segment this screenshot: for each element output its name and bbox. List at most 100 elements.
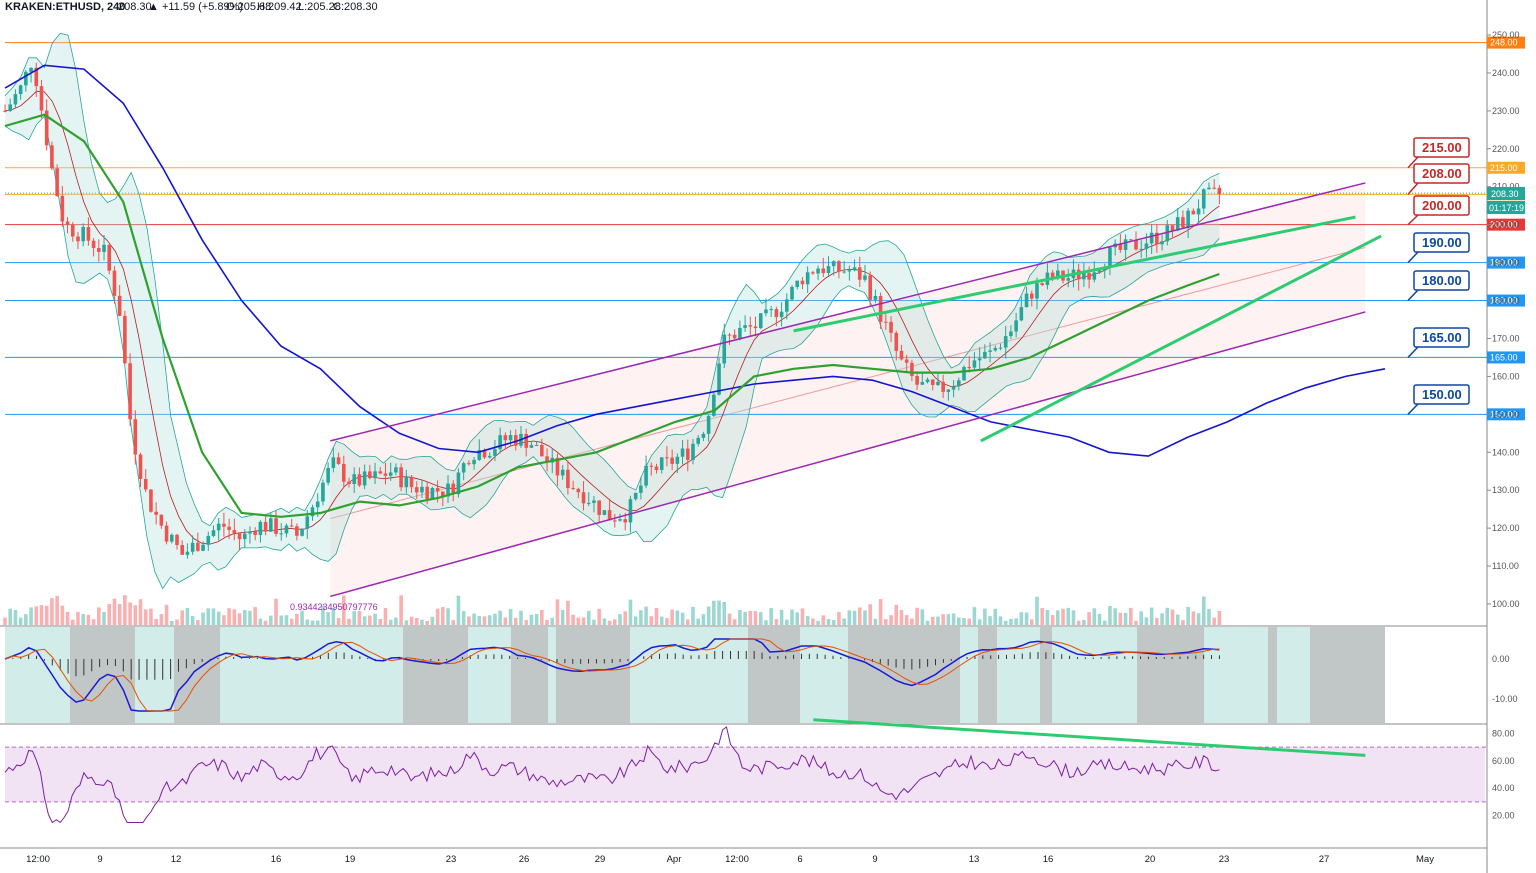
candle-body — [722, 334, 727, 364]
volume-bar — [81, 614, 85, 625]
candle-body — [925, 379, 930, 383]
candle-body — [461, 463, 466, 473]
volume-bar — [956, 617, 961, 625]
macd-shade — [1040, 627, 1052, 723]
volume-bar — [1009, 618, 1013, 625]
volume-bar — [769, 608, 773, 625]
level-tag-label: 180.00 — [1490, 296, 1518, 306]
candle-body — [211, 530, 216, 536]
candle-body — [732, 334, 737, 339]
time-tick-label: Apr — [667, 854, 682, 865]
candle-body — [571, 487, 575, 489]
volume-bar — [420, 619, 424, 625]
volume-bar — [227, 608, 231, 625]
candle-body — [873, 295, 878, 300]
volume-bar — [1003, 620, 1008, 625]
volume-bar — [513, 617, 518, 625]
volume-bar — [816, 620, 820, 625]
volume-bar — [967, 618, 972, 625]
candle-body — [1019, 307, 1024, 321]
volume-bar — [764, 620, 768, 625]
rsi-panel: 80.00 60.00 40.00 20.00 — [4, 718, 1515, 824]
volume-bar — [487, 615, 492, 625]
candle-body — [540, 444, 544, 457]
price-axis[interactable]: 100.00 110.00 120.00 130.00 140.00 150.00 160.… — [1487, 30, 1520, 609]
candle-body — [842, 271, 846, 273]
candle-body — [847, 270, 852, 272]
low-label: L:205.28 — [298, 1, 341, 13]
volume-bar — [659, 616, 664, 625]
callout-box — [1413, 195, 1470, 216]
volume-bar — [1201, 596, 1206, 625]
candle-body — [1118, 243, 1123, 250]
volume-bar — [633, 616, 638, 625]
volume-bar — [305, 619, 310, 625]
volume-bar — [649, 616, 654, 625]
candle-body — [920, 382, 925, 385]
candle-body — [831, 261, 836, 267]
volume-bar — [196, 620, 200, 625]
candle-body — [852, 267, 857, 271]
price-tick-label: 100.00 — [1492, 599, 1520, 609]
level-tag-bg — [1487, 408, 1525, 421]
volume-bar — [451, 620, 456, 625]
time-tick-label: 9 — [872, 854, 877, 865]
candle-body — [644, 465, 648, 486]
volume-bar — [232, 609, 237, 625]
volume-bar — [1087, 612, 1091, 625]
volume-bar — [1196, 613, 1201, 625]
volume-bar — [1123, 612, 1128, 625]
volume-bar — [519, 610, 523, 625]
level-callouts[interactable]: 215.00 208.00 200.00 190.00 180.00 165.00 150.… — [1407, 137, 1470, 415]
volume-bar — [70, 619, 75, 625]
candle-body — [753, 326, 758, 329]
rsi-band — [5, 747, 1485, 802]
candle-body — [758, 313, 763, 329]
candle-body — [60, 195, 65, 222]
volume-bar — [576, 617, 581, 625]
volume-bar — [811, 618, 815, 625]
volume-bar — [378, 619, 383, 625]
volume-bar — [331, 607, 336, 625]
level-tag-label: 215.00 — [1490, 163, 1518, 173]
candle-body — [112, 270, 117, 296]
candle-body — [362, 471, 367, 486]
volume-bar — [456, 595, 461, 625]
volume-bar — [670, 609, 674, 625]
volume-bar — [409, 616, 414, 625]
candle-body — [633, 492, 638, 500]
volume-bar — [644, 606, 648, 625]
volume-bar — [1118, 612, 1123, 625]
trendlines[interactable] — [793, 215, 1382, 443]
price-tick-label: 250.00 — [1492, 30, 1520, 40]
volume-bar — [341, 595, 346, 625]
time-tick-label: 16 — [271, 854, 282, 865]
candle-body — [347, 481, 351, 484]
volume-bar — [435, 608, 440, 625]
volume-bar — [1186, 606, 1190, 625]
candle-body — [86, 227, 91, 241]
volume-bar — [1149, 607, 1154, 625]
volume-bar — [1097, 613, 1102, 625]
callout-label: 165.00 — [1422, 330, 1462, 345]
volume-bar — [60, 605, 65, 625]
volume-bar — [842, 618, 846, 625]
volume-bar — [169, 620, 174, 625]
volume-bar — [831, 620, 836, 625]
candle-body — [988, 350, 992, 352]
time-axis[interactable]: 12:00 9 12 16 19 23 26 29 Apr 12:00 6 9 13 16 20 23 27 Ma… — [26, 854, 1434, 865]
time-tick-label: 9 — [97, 854, 102, 865]
price-channel[interactable] — [330, 182, 1366, 598]
volume-bar — [852, 610, 857, 625]
candle-body — [534, 444, 539, 446]
level-tag-label: 200.00 — [1490, 220, 1518, 230]
candle-body — [185, 551, 190, 555]
candle-body — [227, 526, 231, 530]
candle-body — [222, 523, 226, 527]
volume-bar — [983, 608, 987, 625]
volume-bar — [675, 610, 680, 625]
macd-shade — [403, 627, 468, 723]
candle-body — [1212, 187, 1216, 189]
candle-body — [649, 465, 654, 467]
